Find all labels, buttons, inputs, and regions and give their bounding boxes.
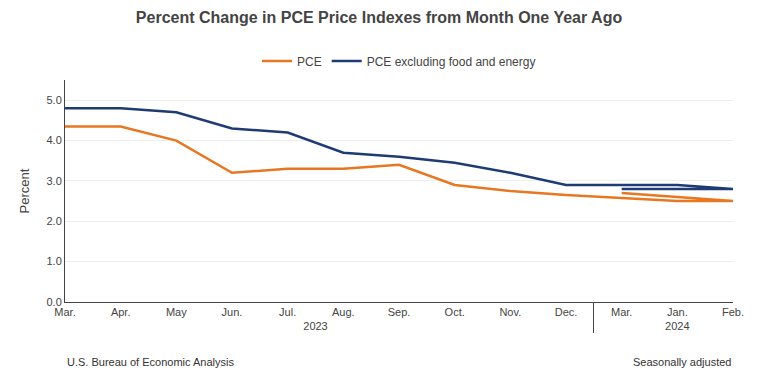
svg-text:Mar.: Mar. bbox=[611, 306, 632, 318]
svg-text:May: May bbox=[166, 306, 187, 318]
svg-text:4.0: 4.0 bbox=[47, 134, 62, 146]
svg-text:Apr.: Apr. bbox=[111, 306, 131, 318]
svg-text:3.0: 3.0 bbox=[47, 175, 62, 187]
svg-text:Nov.: Nov. bbox=[499, 306, 521, 318]
svg-text:Mar.: Mar. bbox=[54, 306, 75, 318]
svg-text:2023: 2023 bbox=[303, 320, 327, 332]
svg-text:PCE excluding food and energy: PCE excluding food and energy bbox=[367, 55, 536, 69]
svg-text:1.0: 1.0 bbox=[47, 255, 62, 267]
svg-text:Jan.: Jan. bbox=[667, 306, 688, 318]
svg-text:Dec.: Dec. bbox=[555, 306, 578, 318]
svg-text:2024: 2024 bbox=[665, 320, 689, 332]
svg-text:PCE: PCE bbox=[297, 55, 322, 69]
svg-text:Seasonally adjusted: Seasonally adjusted bbox=[633, 356, 731, 368]
svg-text:Sep.: Sep. bbox=[388, 306, 411, 318]
svg-text:U.S. Bureau of Economic Analys: U.S. Bureau of Economic Analysis bbox=[67, 356, 234, 368]
svg-text:Percent Change in PCE Price In: Percent Change in PCE Price Indexes from… bbox=[136, 9, 623, 26]
svg-text:Feb.: Feb. bbox=[722, 306, 744, 318]
svg-text:Jul.: Jul. bbox=[279, 306, 296, 318]
svg-text:2.0: 2.0 bbox=[47, 215, 62, 227]
svg-text:Percent: Percent bbox=[17, 168, 32, 213]
svg-text:Aug.: Aug. bbox=[332, 306, 355, 318]
svg-text:0.0: 0.0 bbox=[47, 296, 62, 308]
svg-text:Oct.: Oct. bbox=[445, 306, 465, 318]
svg-text:5.0: 5.0 bbox=[47, 94, 62, 106]
svg-text:Jun.: Jun. bbox=[222, 306, 243, 318]
